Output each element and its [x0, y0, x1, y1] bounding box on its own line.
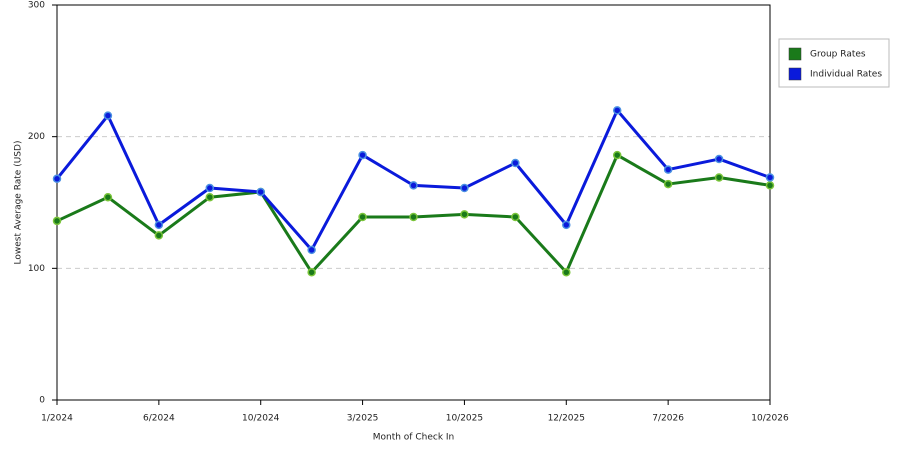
point — [612, 106, 622, 115]
point — [154, 231, 164, 240]
point — [52, 174, 62, 184]
point — [103, 192, 113, 202]
point — [358, 212, 367, 222]
point — [663, 165, 673, 174]
y-tick-label: 200 — [28, 132, 45, 142]
point — [714, 154, 724, 164]
point — [409, 212, 418, 222]
x-tick-label: 10/2025 — [446, 414, 483, 424]
point — [307, 268, 316, 277]
x-tick-label: 10/2026 — [751, 414, 789, 424]
x-tick-label: 12/2025 — [548, 414, 585, 424]
x-tick-label: 10/2024 — [242, 414, 280, 424]
point — [52, 216, 62, 226]
point — [511, 212, 520, 222]
point — [562, 268, 571, 277]
point — [205, 183, 215, 193]
x-tick-label: 3/2025 — [347, 414, 379, 424]
y-tick-label: 0 — [39, 396, 45, 406]
point — [256, 187, 265, 197]
x-axis-title: Month of Check In — [373, 433, 455, 443]
point — [460, 183, 469, 193]
point — [765, 173, 775, 182]
point — [663, 179, 673, 189]
y-axis-title: Lowest Average Rate (USD) — [14, 141, 24, 265]
legend-swatch — [788, 47, 802, 61]
point — [562, 220, 571, 230]
x-tick-label: 6/2024 — [143, 414, 175, 424]
point — [460, 210, 469, 219]
y-tick-label: 100 — [28, 264, 45, 274]
legend-swatch — [788, 67, 802, 81]
plot-frame — [56, 4, 771, 401]
point — [511, 158, 520, 168]
legend-label: Group Rates — [810, 50, 866, 60]
point — [612, 150, 622, 160]
point — [765, 181, 775, 190]
point — [409, 181, 418, 190]
point — [358, 150, 367, 160]
x-tick-label: 1/2024 — [41, 414, 73, 424]
legend-label: Individual Rates — [810, 70, 882, 80]
point — [307, 245, 316, 255]
y-tick-label: 300 — [28, 1, 45, 11]
point — [103, 111, 113, 120]
x-tick-label: 7/2026 — [652, 414, 684, 424]
point — [205, 192, 215, 202]
point — [154, 220, 164, 230]
point — [714, 173, 724, 182]
